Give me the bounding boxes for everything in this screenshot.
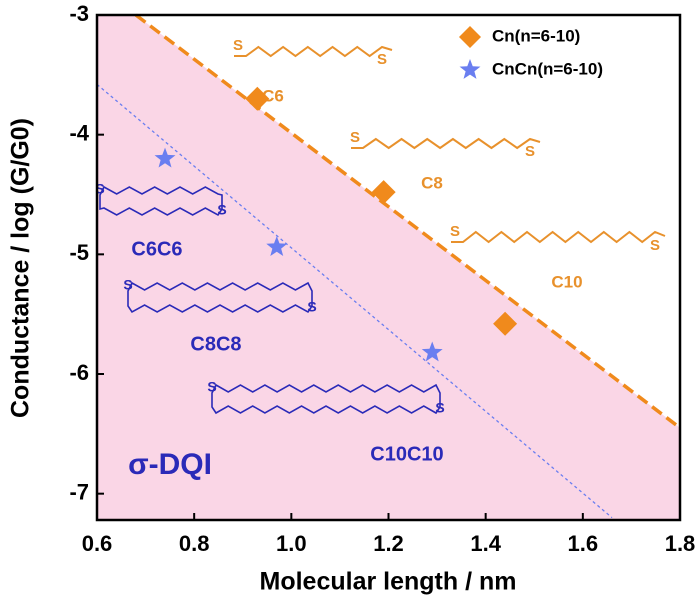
x-axis-label: Molecular length / nm — [260, 568, 517, 596]
shaded-region — [97, 15, 680, 520]
legend-marker — [459, 59, 481, 79]
molecule — [351, 137, 541, 150]
annotation: σ-DQI — [128, 448, 212, 481]
x-tick-label: 1.8 — [665, 531, 696, 556]
x-tick-label: 1.0 — [276, 531, 307, 556]
y-tick-label: -6 — [69, 360, 89, 385]
legend-marker — [459, 26, 481, 48]
x-tick-label: 1.6 — [568, 531, 599, 556]
atom-label: S — [650, 237, 660, 254]
annotation: C8 — [421, 173, 443, 192]
macrocycle — [211, 383, 441, 415]
molecule — [451, 230, 666, 244]
macrocycle — [99, 185, 223, 217]
fit-line — [134, 13, 682, 430]
y-tick-label: -7 — [69, 479, 89, 504]
x-tick-label: 0.6 — [82, 531, 113, 556]
point — [421, 341, 443, 362]
annotation: C8C8 — [190, 333, 241, 355]
x-tick-label: 0.8 — [179, 531, 210, 556]
point — [266, 236, 288, 257]
atom-label: S — [207, 379, 216, 395]
atom-label: S — [217, 202, 226, 218]
annotation: C10 — [551, 272, 582, 291]
fit-line — [96, 83, 613, 519]
atom-label: S — [450, 223, 460, 240]
atom-label: S — [525, 143, 535, 160]
atom-label: S — [307, 299, 316, 315]
y-tick-label: -3 — [69, 1, 89, 26]
atom-label: S — [350, 129, 360, 146]
annotation: C6C6 — [131, 238, 182, 260]
point — [245, 86, 270, 111]
atom-label: S — [95, 181, 104, 197]
atom-label: S — [435, 400, 444, 416]
x-tick-label: 1.2 — [373, 531, 404, 556]
legend-label: CnCn(n=6-10) — [492, 59, 603, 78]
atom-label: S — [123, 277, 132, 293]
molecule — [234, 45, 393, 58]
atom-label: S — [377, 51, 387, 68]
point — [493, 311, 518, 336]
y-tick-label: -4 — [69, 120, 89, 145]
legend-label: Cn(n=6-10) — [492, 26, 580, 45]
macrocycle — [127, 281, 313, 314]
annotation: C10C10 — [370, 443, 443, 465]
y-tick-label: -5 — [69, 240, 89, 265]
point — [154, 147, 176, 168]
y-axis-label: Conductance / log (G/G0) — [7, 118, 35, 418]
annotation: C6 — [262, 86, 284, 105]
atom-label: S — [233, 37, 243, 54]
x-tick-label: 1.4 — [470, 531, 501, 556]
point — [371, 180, 396, 205]
